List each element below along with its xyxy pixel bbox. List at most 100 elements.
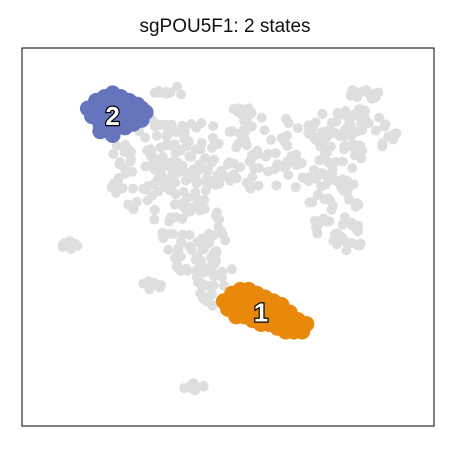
background-cell-point (314, 155, 325, 166)
background-cell-point (163, 158, 174, 169)
background-cell-point (186, 244, 197, 255)
background-cell-point (357, 124, 368, 135)
background-cell-point (347, 163, 358, 174)
background-cell-point (156, 119, 167, 130)
background-cell-point (209, 258, 220, 269)
background-cell-point (163, 244, 174, 255)
background-cell-point (355, 238, 366, 249)
state-clusters (79, 85, 315, 340)
background-cell-point (197, 293, 208, 304)
background-cell-point (146, 146, 157, 157)
background-cell-point (337, 174, 348, 185)
state-2-point (133, 100, 150, 117)
background-cell-point (239, 127, 250, 138)
background-cell-point (333, 231, 344, 242)
background-cell-point (326, 118, 337, 129)
background-cell-point (312, 228, 323, 239)
state-1-point (285, 315, 302, 332)
background-cell-point (185, 206, 196, 217)
background-cell-point (190, 166, 201, 177)
background-cell-point (339, 141, 350, 152)
background-cell-point (261, 151, 272, 162)
background-cell-point (271, 180, 282, 191)
background-cell-point (249, 163, 260, 174)
background-cell-point (156, 280, 167, 291)
background-cell-point (266, 134, 277, 145)
background-cell-point (217, 272, 228, 283)
background-cell-point (148, 179, 159, 190)
background-cell-point (323, 193, 334, 204)
background-cell-point (352, 226, 363, 237)
background-cell-point (347, 85, 358, 96)
state-1-label: 1 (254, 298, 268, 328)
background-cell-point (340, 125, 351, 136)
background-cell-point (179, 383, 190, 394)
background-cell-point (192, 193, 203, 204)
background-cell-point (371, 125, 382, 136)
background-cell-point (203, 280, 214, 291)
background-cell-point (220, 235, 231, 246)
state-1-point (252, 293, 269, 310)
background-cell-point (199, 203, 210, 214)
state-2-point (100, 111, 117, 128)
background-cell-point (176, 89, 187, 100)
background-cell-point (237, 109, 248, 120)
background-cell-point (144, 284, 155, 295)
background-cell-point (359, 107, 370, 118)
background-cell-point (342, 188, 353, 199)
background-cell-point (318, 213, 329, 224)
background-cell-point (327, 200, 338, 211)
background-cell-point (165, 87, 176, 98)
background-cell-point (322, 156, 333, 167)
background-cell-point (302, 175, 313, 186)
background-cell-point (355, 140, 366, 151)
background-cell-point (320, 179, 331, 190)
chart-title: sgPOU5F1: 2 states (139, 16, 311, 37)
background-cell-point (108, 149, 119, 160)
background-cell-point (120, 168, 131, 179)
background-cell-point (279, 162, 290, 173)
background-cell-point (200, 185, 211, 196)
background-cell-point (177, 213, 188, 224)
background-cell-point (262, 166, 273, 177)
background-cell-point (161, 131, 172, 142)
background-cell-point (347, 138, 358, 149)
background-cell-point (289, 154, 300, 165)
background-cell-point (157, 227, 168, 238)
background-cell-point (140, 132, 151, 143)
background-cell-point (325, 141, 336, 152)
background-cell-point (253, 180, 264, 191)
background-cell-point (256, 112, 267, 123)
state-1-point (269, 300, 286, 317)
background-cell-point (203, 166, 214, 177)
background-cell-point (206, 289, 217, 300)
background-cell-point (169, 139, 180, 150)
background-cell-point (315, 141, 326, 152)
background-cell-point (196, 138, 207, 149)
background-cell-point (227, 126, 238, 137)
background-cell-point (166, 119, 177, 130)
background-cell-point (196, 118, 207, 129)
background-cell-point (279, 137, 290, 148)
background-cell-point (304, 197, 315, 208)
background-cell-point (341, 245, 352, 256)
state-2-point (92, 123, 109, 140)
state-2-point (117, 96, 133, 113)
background-cell-point (184, 151, 195, 162)
background-cell-point (194, 277, 205, 288)
background-cell-point (346, 217, 357, 228)
background-cell-point (311, 173, 322, 184)
background-cell-point (70, 238, 81, 249)
background-cell-point (157, 151, 168, 162)
background-cell-point (123, 199, 134, 210)
background-cell-point (377, 138, 388, 149)
background-cell-point (270, 148, 281, 159)
background-cell-point (224, 157, 235, 168)
background-cell-point (177, 120, 188, 131)
background-cell-point (292, 123, 303, 134)
state-2-point (104, 126, 121, 143)
background-cell-point (209, 139, 220, 150)
background-cell-point (337, 156, 348, 167)
background-cell-point (192, 236, 203, 247)
